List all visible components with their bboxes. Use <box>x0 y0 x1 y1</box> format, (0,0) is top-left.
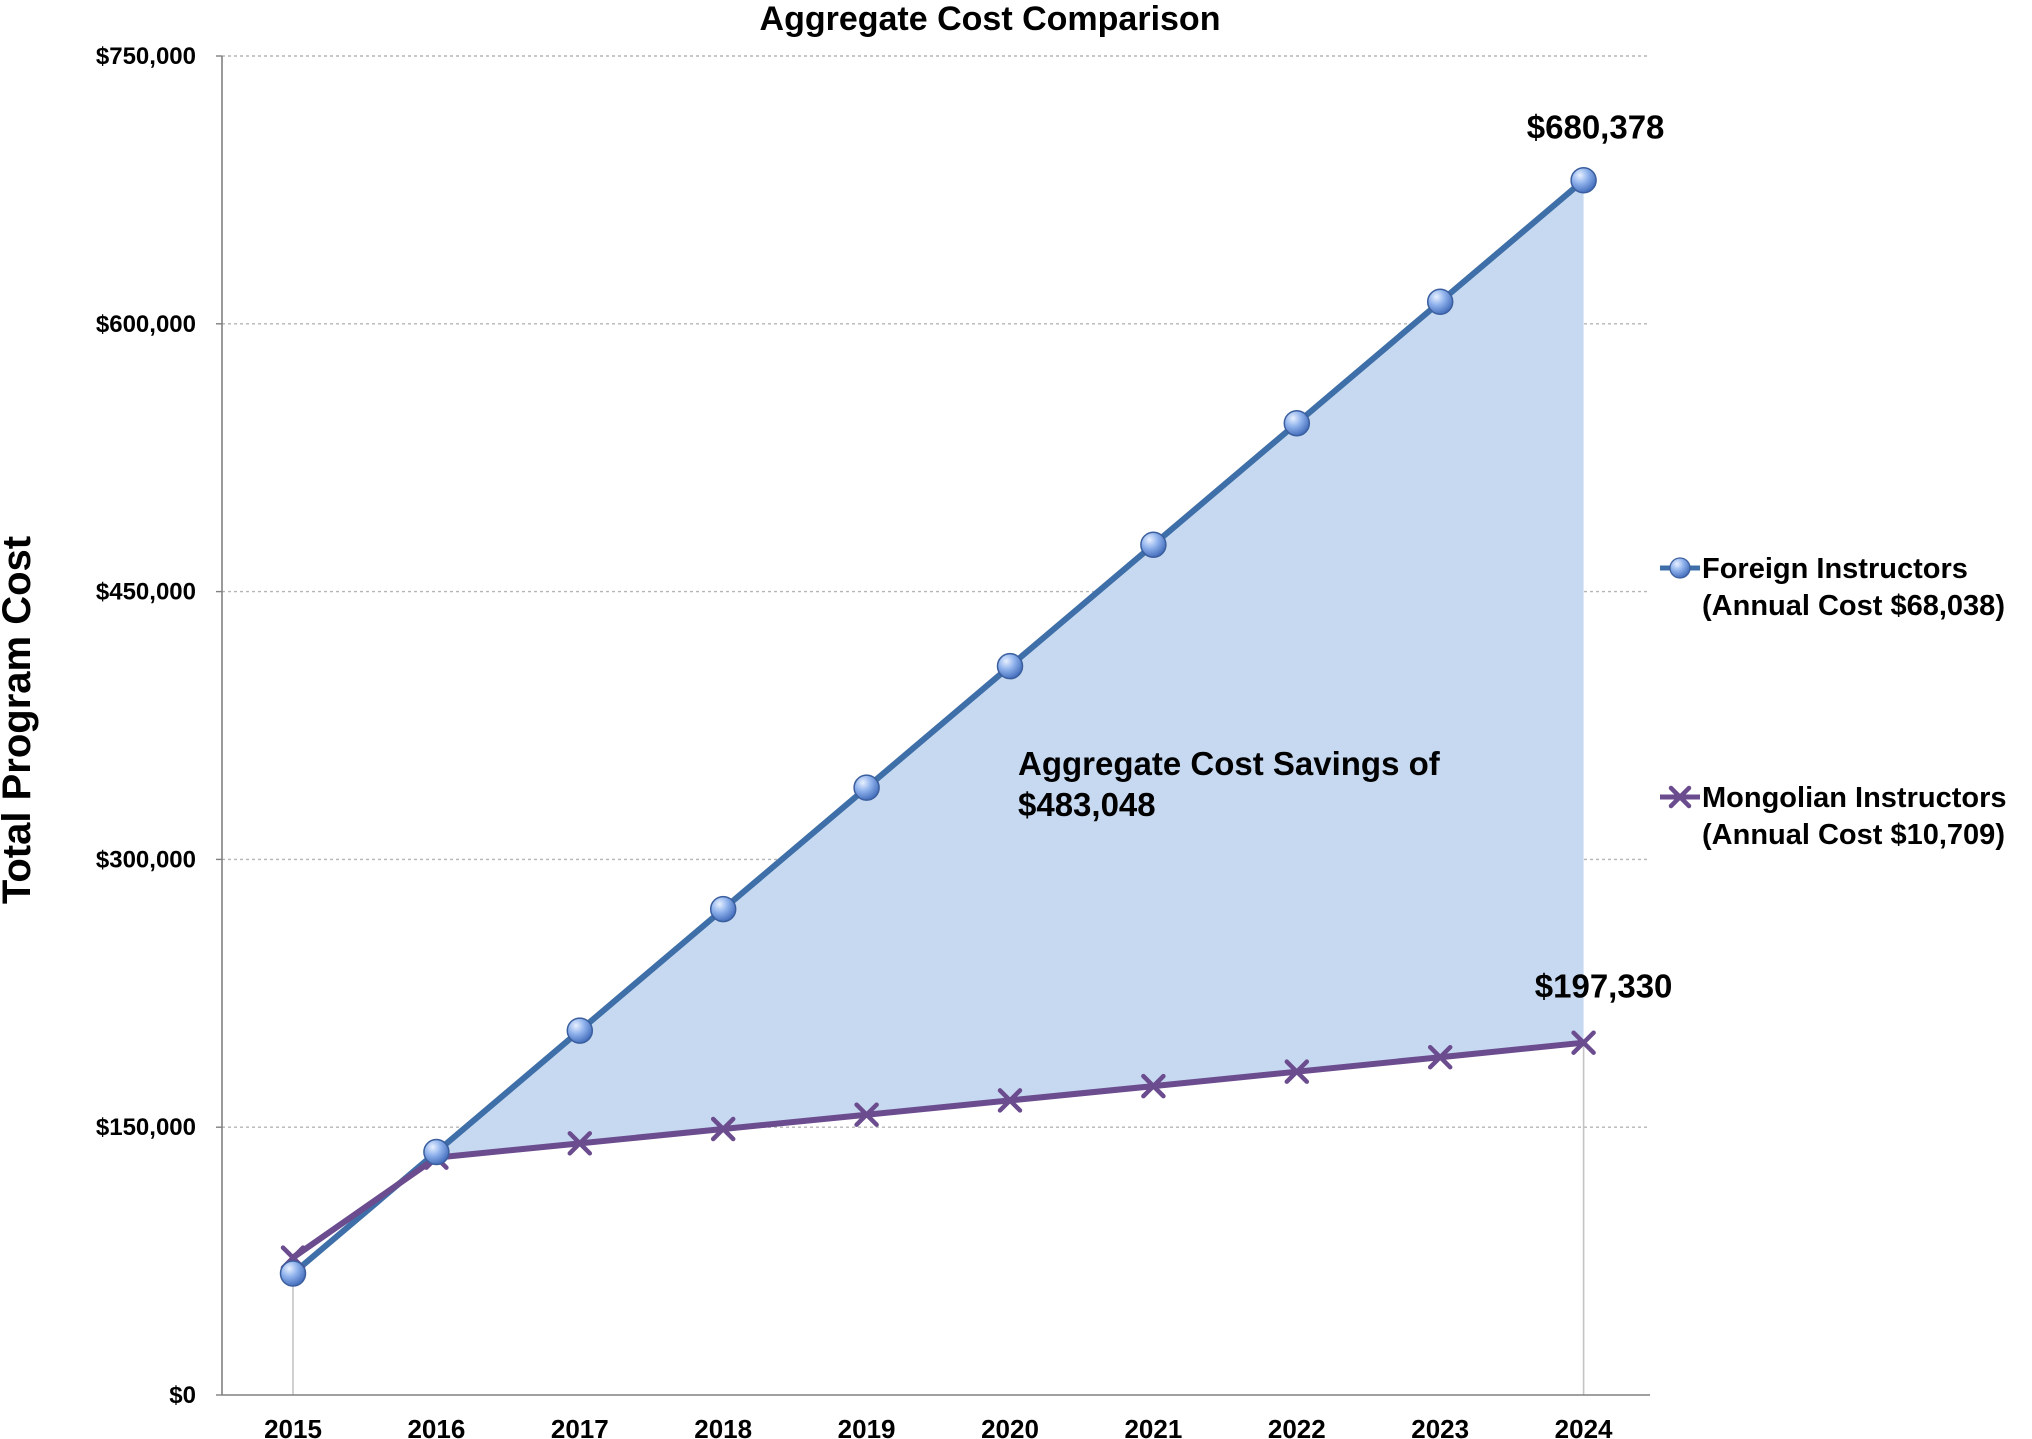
series-line-mongolian <box>291 1039 1584 1261</box>
savings-annotation-line2: $483,048 <box>1018 786 1156 823</box>
plot-area: $0 $150,000 $300,000 $450,000 $600,000 $750,0… <box>96 43 2007 1439</box>
x-tick-label: 2017 <box>551 1414 609 1439</box>
mongolian-end-label: $197,330 <box>1535 968 1673 1005</box>
x-tick-label: 2016 <box>407 1414 465 1439</box>
y-tick-label: $600,000 <box>96 311 196 338</box>
legend-label-line1: Mongolian Instructors <box>1702 782 2007 814</box>
x-tick-label: 2020 <box>981 1414 1039 1439</box>
x-tick-label: 2018 <box>694 1414 752 1439</box>
y-tick-label: $0 <box>169 1382 196 1409</box>
legend-label-line2: (Annual Cost $10,709) <box>1702 819 2005 851</box>
foreign-point <box>1283 409 1311 437</box>
y-tick-label: $150,000 <box>96 1114 196 1141</box>
y-tick-label: $450,000 <box>96 579 196 606</box>
y-tick-label: $300,000 <box>96 846 196 873</box>
x-tick-label: 2022 <box>1268 1414 1326 1439</box>
foreign-point <box>853 774 880 801</box>
mongolian-point <box>1284 1059 1310 1084</box>
x-tick-label: 2021 <box>1124 1414 1182 1439</box>
foreign-point <box>1140 531 1167 558</box>
foreign-point <box>996 652 1024 680</box>
legend-marker-x <box>1668 785 1692 809</box>
mongolian-point <box>1571 1030 1596 1055</box>
mongolian-point <box>710 1116 736 1142</box>
legend-marker-circle <box>1669 557 1691 579</box>
foreign-point <box>709 895 737 923</box>
foreign-end-label: $680,378 <box>1527 108 1665 145</box>
x-tick-label: 2015 <box>264 1414 322 1439</box>
mongolian-point <box>854 1102 879 1127</box>
foreign-point <box>1426 288 1454 316</box>
mongolian-point <box>567 1131 593 1156</box>
x-tick-label: 2023 <box>1411 1414 1469 1439</box>
x-tick-label: 2024 <box>1555 1414 1613 1439</box>
series-line-foreign <box>291 178 1586 1276</box>
mongolian-point <box>1427 1044 1453 1070</box>
foreign-point <box>1570 167 1597 194</box>
foreign-point <box>566 1017 594 1044</box>
foreign-point <box>423 1138 450 1166</box>
chart-title: Aggregate Cost Comparison <box>760 0 1221 38</box>
foreign-point <box>279 1260 307 1287</box>
legend-label-line2: (Annual Cost $68,038) <box>1702 590 2005 622</box>
y-axis-label: Total Program Cost <box>0 536 39 904</box>
x-tick-label: 2019 <box>838 1414 896 1439</box>
mongolian-point <box>1141 1073 1166 1099</box>
savings-annotation-line1: Aggregate Cost Savings of <box>1018 745 1441 782</box>
mongolian-point <box>997 1088 1023 1113</box>
legend-label-line1: Foreign Instructors <box>1702 553 1968 585</box>
y-tick-label: $750,000 <box>96 43 196 70</box>
